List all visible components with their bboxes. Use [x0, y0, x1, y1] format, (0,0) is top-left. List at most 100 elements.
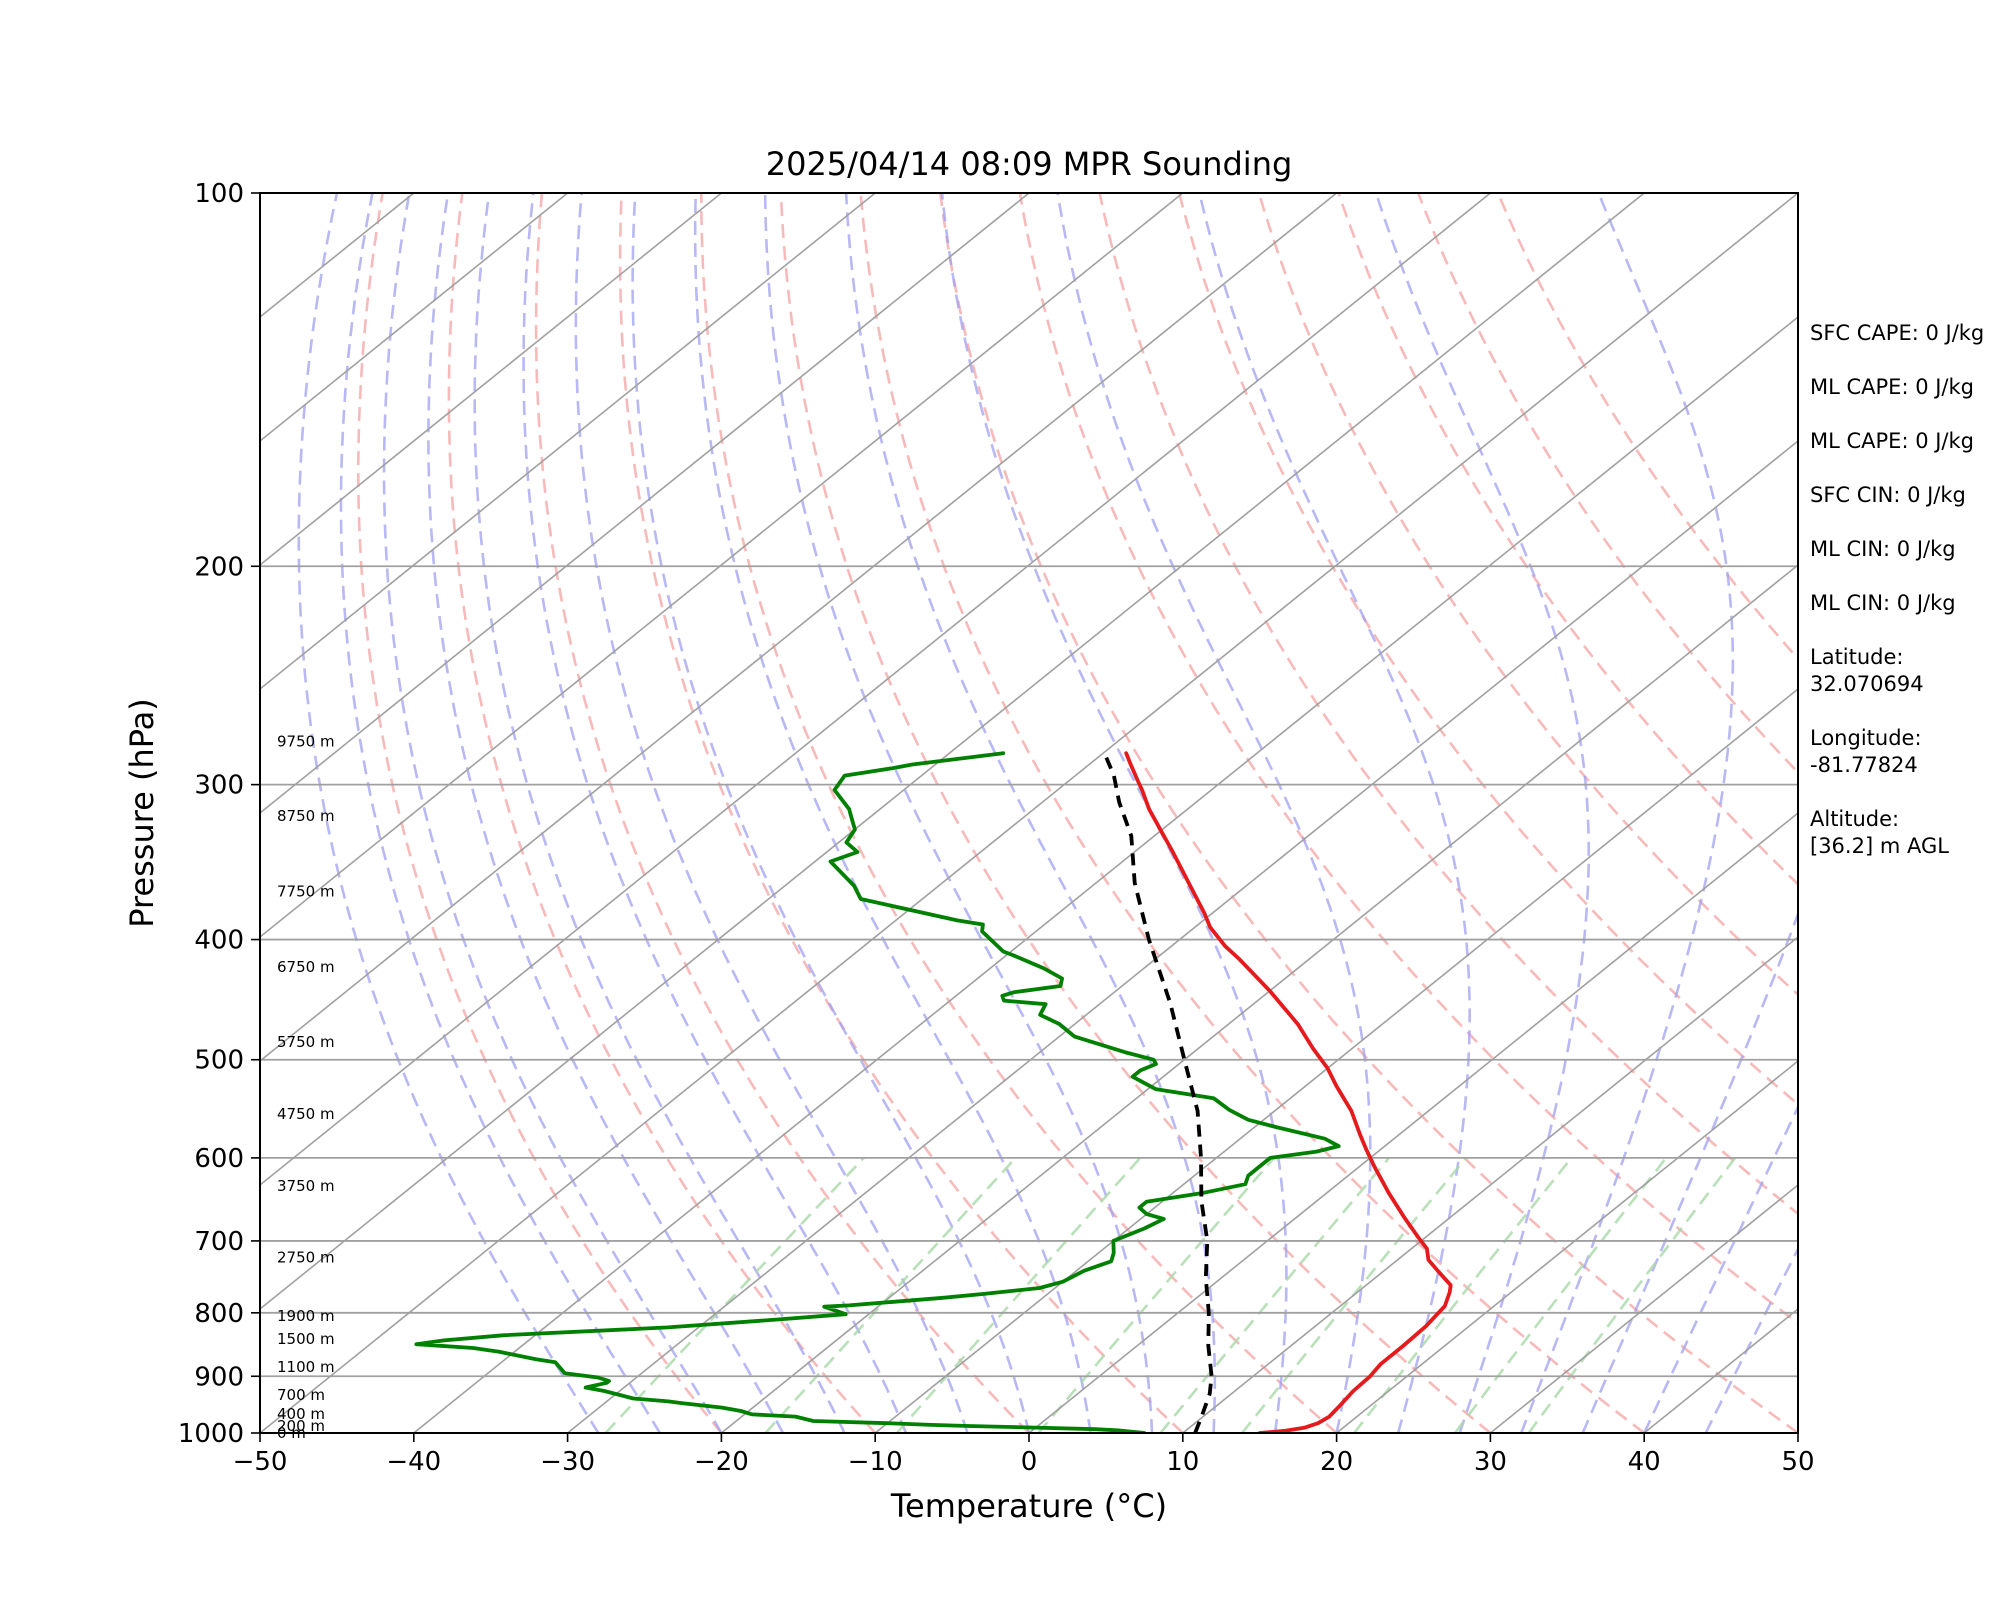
x-tick-label: −10 — [848, 1447, 903, 1477]
dry-adiabat-line — [1257, 193, 1798, 997]
isotherm-line — [260, 193, 1338, 1063]
moist-adiabat-line — [339, 193, 662, 1433]
dry-adiabat-line — [1098, 193, 1798, 1216]
moist-adiabat-line — [1643, 1104, 1798, 1433]
temperature-profile-line — [1124, 751, 1453, 1433]
info-altitude-line: [36.2] m AGL — [1810, 834, 1949, 858]
dry-adiabat-line — [779, 193, 1492, 1433]
background-lines — [260, 193, 1798, 1433]
height-label: 5750 m — [277, 1033, 335, 1051]
height-label: 8750 m — [277, 807, 335, 825]
x-tick-label: 30 — [1474, 1447, 1507, 1477]
moist-adiabat-line — [382, 193, 723, 1433]
isotherm-line — [874, 687, 1798, 1433]
height-label: 0 m — [277, 1424, 306, 1442]
isotherm-line — [1336, 1059, 1798, 1433]
height-label: 700 m — [277, 1386, 325, 1404]
moist-adiabat-line — [1056, 193, 1372, 1433]
x-tick-label: 10 — [1166, 1447, 1199, 1477]
moist-adiabat-line — [427, 193, 785, 1433]
moist-adiabat-line — [574, 193, 969, 1433]
y-tick-label: 100 — [194, 179, 244, 209]
isotherm-line — [260, 193, 1030, 815]
info-latitude-line: Latitude: — [1810, 645, 1904, 669]
mixing-ratio-line — [764, 1157, 1017, 1433]
height-label: 400 m — [277, 1405, 325, 1423]
y-axis-title: Pressure (hPa) — [123, 698, 161, 928]
dry-adiabat-line — [1337, 193, 1798, 886]
dry-adiabats — [357, 193, 1798, 1433]
isotherm-line — [720, 563, 1798, 1433]
mixing-ratio-line — [1037, 1157, 1275, 1433]
x-tick-label: 50 — [1781, 1447, 1814, 1477]
dry-adiabat-line — [618, 193, 1184, 1433]
height-label: 4750 m — [277, 1105, 335, 1123]
isotherm-line — [260, 193, 722, 567]
isotherm-line — [567, 439, 1798, 1433]
y-axis-ticks: 100 200 300 400 500 600 700 800 900 1000 — [178, 179, 260, 1449]
y-tick-label: 200 — [194, 552, 244, 582]
x-tick-label: −40 — [386, 1447, 441, 1477]
isotherm-line — [260, 193, 1645, 1311]
info-ml-cin-1: ML CIN: 0 J/kg — [1810, 537, 1956, 561]
dry-adiabat-line — [859, 193, 1645, 1433]
moist-adiabat-line — [1581, 910, 1798, 1433]
x-axis-ticks: −50 −40 −30 −20 −10 0 10 20 30 40 50 — [233, 1433, 1815, 1477]
y-tick-label: 1000 — [178, 1419, 244, 1449]
info-panel: SFC CAPE: 0 J/kg ML CAPE: 0 J/kg ML CAPE: … — [1810, 321, 1984, 858]
x-tick-label: 20 — [1320, 1447, 1353, 1477]
height-label: 7750 m — [277, 883, 335, 901]
dewpoint-profile-line — [414, 751, 1341, 1433]
dry-adiabat-line — [1018, 193, 1798, 1325]
dry-adiabat-line — [1496, 193, 1798, 661]
height-label: 200 m — [277, 1417, 325, 1435]
height-label: 2750 m — [277, 1249, 335, 1267]
info-ml-cin-2: ML CIN: 0 J/kg — [1810, 591, 1956, 615]
isotherms — [260, 193, 1798, 1433]
parcel-profile-line — [1104, 756, 1214, 1433]
chart-title: 2025/04/14 08:09 MPR Sounding — [766, 145, 1293, 183]
dry-adiabat-line — [1416, 193, 1798, 775]
mixing-ratio-line — [1159, 1157, 1390, 1433]
y-tick-label: 800 — [194, 1299, 244, 1329]
info-altitude-line: Altitude: — [1810, 807, 1899, 831]
y-tick-label: 900 — [194, 1362, 244, 1392]
x-axis-title: Temperature (°C) — [890, 1487, 1167, 1525]
mixing-ratio-line — [1527, 1157, 1737, 1433]
info-sfc-cape: SFC CAPE: 0 J/kg — [1810, 321, 1984, 345]
mixing-ratio-line — [604, 1157, 865, 1433]
moist-adiabat-line — [693, 193, 1092, 1433]
dry-adiabat-line — [1177, 193, 1798, 1107]
moist-adiabat-line — [1198, 193, 1471, 1433]
height-label: 6750 m — [277, 958, 335, 976]
height-label: 1900 m — [277, 1307, 335, 1325]
dry-adiabat-line — [534, 193, 1030, 1433]
profiles — [414, 751, 1453, 1433]
moist-adiabat-line — [631, 193, 1031, 1433]
dry-adiabat-line — [939, 193, 1798, 1433]
mixing-ratio-lines — [604, 1157, 1737, 1433]
dry-adiabat-line — [357, 193, 723, 1433]
info-latitude-line: 32.070694 — [1810, 672, 1924, 696]
mixing-ratio-line — [896, 1157, 1142, 1433]
y-tick-label: 700 — [194, 1227, 244, 1257]
moist-adiabat-line — [473, 193, 846, 1433]
x-tick-label: 40 — [1628, 1447, 1661, 1477]
isotherm-line — [260, 193, 569, 443]
moist-adiabat-line — [1519, 193, 1735, 1433]
y-tick-label: 300 — [194, 771, 244, 801]
x-tick-label: −30 — [540, 1447, 595, 1477]
info-sfc-cin: SFC CIN: 0 J/kg — [1810, 483, 1966, 507]
x-tick-label: 0 — [1021, 1447, 1038, 1477]
isotherm-line — [1028, 811, 1798, 1433]
mixing-ratio-line — [1353, 1157, 1573, 1433]
isotherm-line — [1182, 935, 1798, 1433]
moist-adiabat-line — [763, 193, 1154, 1433]
info-ml-cape-1: ML CAPE: 0 J/kg — [1810, 375, 1974, 399]
moist-adiabat-line — [522, 193, 908, 1433]
info-longitude-line: Longitude: — [1810, 726, 1922, 750]
moist-adiabat-line — [1374, 193, 1590, 1433]
info-ml-cape-2: ML CAPE: 0 J/kg — [1810, 429, 1974, 453]
